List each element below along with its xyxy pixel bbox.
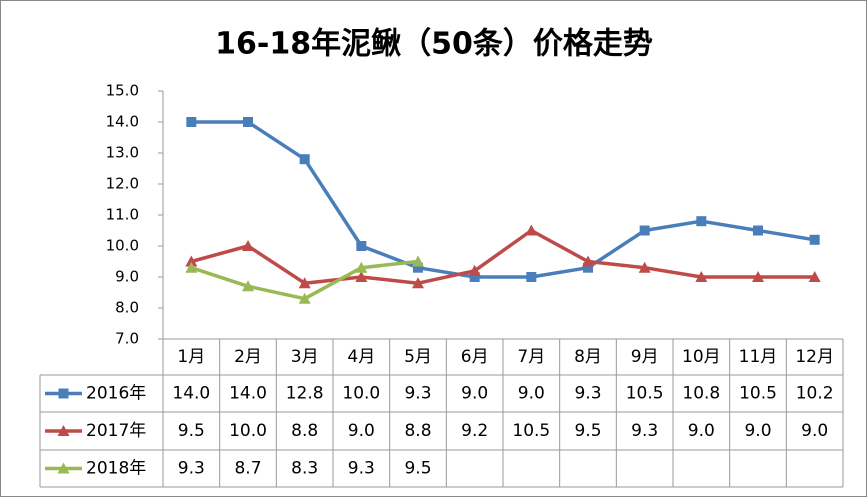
table-value: 9.0	[744, 421, 771, 441]
y-tick-label: 8.0	[115, 299, 139, 317]
marker	[242, 240, 254, 251]
y-tick-label: 10.0	[106, 237, 139, 255]
table-value: 9.0	[801, 421, 828, 441]
table-value: 9.3	[574, 384, 601, 404]
table-value: 10.5	[626, 384, 664, 404]
marker	[186, 117, 197, 127]
table-value: 10.0	[229, 421, 267, 441]
table-value: 8.3	[291, 459, 318, 479]
y-tick-label: 13.0	[106, 144, 139, 162]
y-tick-label: 7.0	[115, 330, 139, 348]
table-value: 9.0	[518, 384, 545, 404]
table-value: 14.0	[229, 384, 267, 404]
y-tick-label: 11.0	[106, 206, 139, 224]
x-tick-label: 2月	[234, 347, 262, 367]
x-tick-label: 5月	[404, 347, 432, 367]
y-tick-label: 12.0	[106, 175, 139, 193]
table-value: 9.3	[348, 459, 375, 479]
marker	[355, 261, 368, 273]
legend-label: 2018年	[86, 459, 146, 479]
table-value: 9.0	[461, 384, 488, 404]
marker	[583, 262, 593, 273]
marker	[298, 292, 311, 304]
table-value: 10.2	[796, 384, 834, 404]
x-tick-label: 1月	[177, 347, 205, 367]
series-line	[190, 228, 815, 285]
table-value: 10.5	[512, 421, 550, 441]
table-value: 10.8	[682, 384, 720, 404]
table-value: 9.3	[178, 459, 205, 479]
table-value: 9.2	[461, 421, 488, 441]
marker	[639, 225, 650, 236]
marker	[243, 117, 253, 127]
marker	[355, 271, 368, 282]
x-tick-label: 9月	[631, 347, 659, 367]
legend-label: 2016年	[86, 384, 146, 404]
table-value: 9.5	[404, 459, 431, 479]
table-value: 8.8	[404, 421, 431, 441]
table-value: 9.3	[631, 421, 658, 441]
marker	[242, 280, 254, 292]
marker	[808, 271, 821, 282]
marker	[752, 271, 764, 282]
marker	[185, 261, 198, 273]
marker	[753, 225, 763, 236]
marker	[469, 272, 480, 282]
x-tick-label: 12月	[795, 347, 834, 367]
x-tick-label: 3月	[291, 347, 319, 367]
marker	[185, 255, 198, 267]
table-value: 8.7	[234, 459, 261, 479]
table-value: 9.0	[348, 421, 375, 441]
marker	[809, 234, 820, 245]
marker	[695, 271, 708, 282]
x-tick-label: 10月	[682, 347, 721, 367]
marker	[696, 216, 707, 227]
marker	[638, 261, 651, 273]
marker	[468, 264, 481, 276]
chart-title: 16-18年泥鳅（50条）价格走势	[215, 27, 653, 62]
table-value: 12.8	[286, 384, 324, 404]
x-tick-label: 8月	[574, 347, 602, 367]
table-value: 10.0	[342, 384, 380, 404]
marker	[525, 224, 538, 236]
marker	[413, 262, 423, 273]
legend-label: 2017年	[86, 421, 146, 441]
y-tick-label: 9.0	[115, 268, 139, 286]
series-line	[191, 120, 815, 279]
marker	[298, 277, 311, 289]
x-tick-label: 4月	[347, 347, 375, 367]
marker	[412, 277, 424, 289]
table-value: 9.3	[404, 384, 431, 404]
legend-marker	[57, 462, 70, 474]
table-value: 9.5	[574, 421, 601, 441]
marker	[526, 272, 537, 282]
table-value: 9.5	[178, 421, 205, 441]
legend-marker	[58, 388, 69, 399]
y-tick-label: 15.0	[106, 82, 139, 100]
marker	[299, 154, 310, 165]
x-tick-label: 11月	[739, 347, 778, 367]
table-value: 10.5	[739, 384, 777, 404]
x-tick-label: 7月	[517, 347, 545, 367]
legend-marker	[57, 425, 70, 436]
table-value: 9.0	[688, 421, 715, 441]
y-tick-label: 14.0	[106, 113, 139, 131]
marker	[582, 255, 594, 267]
table-value: 8.8	[291, 421, 318, 441]
marker	[412, 255, 424, 267]
table-value: 14.0	[172, 384, 210, 404]
x-tick-label: 6月	[461, 347, 489, 367]
marker	[356, 241, 367, 251]
